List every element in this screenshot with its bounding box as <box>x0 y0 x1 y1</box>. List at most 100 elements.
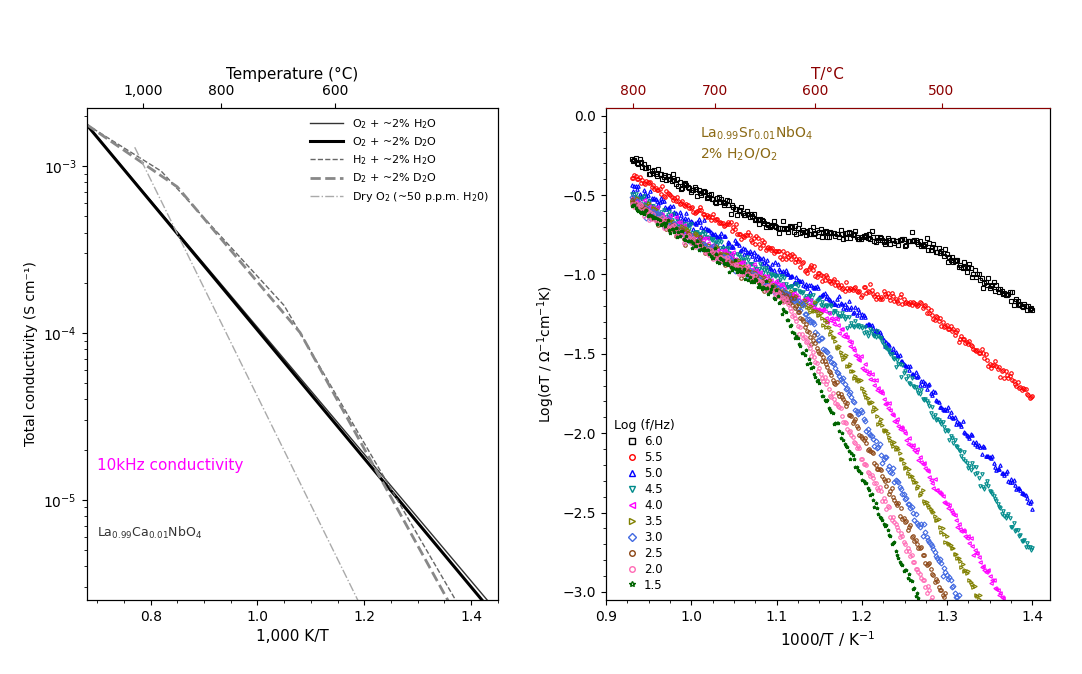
3.0 <box>739 267 752 275</box>
4.0 <box>958 526 971 534</box>
Text: La$_{0.99}$Ca$_{0.01}$NbO$_4$: La$_{0.99}$Ca$_{0.01}$NbO$_4$ <box>97 524 202 541</box>
6.0 <box>629 154 642 162</box>
5.5 <box>990 362 1003 370</box>
2.5 <box>802 328 815 336</box>
2.5 <box>937 592 950 601</box>
4.5 <box>626 193 639 201</box>
4.5 <box>872 332 885 340</box>
6.0 <box>1020 306 1033 314</box>
4.0 <box>625 194 638 202</box>
2.0 <box>688 243 701 251</box>
Line: 5.0: 5.0 <box>630 183 1034 510</box>
3.5 <box>924 505 937 513</box>
2.5 <box>890 501 903 509</box>
X-axis label: 1000/T / K$^{-1}$: 1000/T / K$^{-1}$ <box>780 629 875 649</box>
3.5 <box>755 274 768 282</box>
2.0 <box>629 200 642 208</box>
5.5 <box>625 175 638 183</box>
Line: 2.5: 2.5 <box>630 199 947 599</box>
2.5 <box>638 206 651 214</box>
3.0 <box>952 591 965 599</box>
1.5 <box>626 201 639 209</box>
Legend: O$_2$ + ~2% H$_2$O, O$_2$ + ~2% D$_2$O, H$_2$ + ~2% H$_2$O, D$_2$ + ~2% D$_2$O, : O$_2$ + ~2% H$_2$O, O$_2$ + ~2% D$_2$O, … <box>306 113 492 207</box>
5.5 <box>1026 392 1039 400</box>
3.5 <box>654 211 667 219</box>
Y-axis label: Log(σT / Ω$^{-1}$cm$^{-1}$K): Log(σT / Ω$^{-1}$cm$^{-1}$K) <box>536 285 557 423</box>
2.0 <box>868 479 881 487</box>
1.5 <box>740 271 753 279</box>
4.5 <box>863 324 876 332</box>
Line: 6.0: 6.0 <box>630 156 1034 311</box>
Text: La$_{0.99}$Sr$_{0.01}$NbO$_4$: La$_{0.99}$Sr$_{0.01}$NbO$_4$ <box>700 125 813 142</box>
5.5 <box>866 286 879 294</box>
1.5 <box>912 594 925 603</box>
6.0 <box>626 157 639 165</box>
6.0 <box>872 236 885 244</box>
5.0 <box>862 320 875 328</box>
6.0 <box>866 226 879 235</box>
3.0 <box>670 226 683 235</box>
X-axis label: Temperature (°C): Temperature (°C) <box>226 67 358 82</box>
2.5 <box>625 196 638 204</box>
3.5 <box>625 198 638 206</box>
5.0 <box>863 321 876 330</box>
2.0 <box>710 248 723 256</box>
4.0 <box>817 305 830 313</box>
5.5 <box>628 171 641 179</box>
6.0 <box>990 280 1003 288</box>
6.0 <box>863 235 876 243</box>
1.5 <box>708 244 721 252</box>
Line: 3.5: 3.5 <box>630 196 981 601</box>
2.0 <box>925 593 938 601</box>
3.5 <box>648 204 661 212</box>
6.0 <box>625 155 638 163</box>
1.5 <box>625 202 638 210</box>
3.0 <box>649 210 662 218</box>
Line: 2.0: 2.0 <box>630 202 934 602</box>
3.5 <box>747 271 760 279</box>
2.5 <box>744 272 757 280</box>
5.5 <box>1024 394 1037 402</box>
1.5 <box>643 211 656 219</box>
5.5 <box>863 280 876 288</box>
5.0 <box>1026 505 1039 513</box>
5.0 <box>963 433 976 441</box>
3.5 <box>973 594 986 603</box>
Line: 5.5: 5.5 <box>630 174 1034 400</box>
2.5 <box>874 466 887 474</box>
5.0 <box>989 462 1002 470</box>
4.5 <box>990 497 1003 506</box>
3.0 <box>724 256 737 264</box>
4.0 <box>950 516 963 524</box>
3.5 <box>807 307 820 315</box>
6.0 <box>964 264 977 272</box>
4.0 <box>997 594 1010 602</box>
4.5 <box>964 466 977 474</box>
2.0 <box>924 596 937 605</box>
3.5 <box>974 591 987 599</box>
Text: 2% H$_2$O/O$_2$: 2% H$_2$O/O$_2$ <box>700 147 777 163</box>
Line: 1.5: 1.5 <box>630 203 920 600</box>
2.0 <box>835 412 848 421</box>
5.0 <box>625 181 638 189</box>
1.5 <box>844 455 857 463</box>
5.5 <box>872 293 885 301</box>
1.5 <box>726 266 739 274</box>
Line: 3.0: 3.0 <box>630 195 961 599</box>
2.0 <box>866 471 879 479</box>
3.0 <box>788 297 801 305</box>
Line: 4.5: 4.5 <box>630 192 1034 551</box>
4.0 <box>828 320 841 328</box>
X-axis label: T/°C: T/°C <box>812 67 844 82</box>
2.5 <box>711 253 724 261</box>
X-axis label: 1,000 K/T: 1,000 K/T <box>255 629 329 644</box>
Y-axis label: Total conductivity (S cm⁻¹): Total conductivity (S cm⁻¹) <box>24 262 38 446</box>
4.0 <box>967 551 980 559</box>
3.0 <box>951 593 964 601</box>
Legend: 6.0, 5.5, 5.0, 4.5, 4.0, 3.5, 3.0, 2.5, 2.0, 1.5: 6.0, 5.5, 5.0, 4.5, 4.0, 3.5, 3.0, 2.5, … <box>611 417 677 594</box>
1.5 <box>661 216 674 224</box>
3.5 <box>631 194 644 202</box>
5.5 <box>626 175 639 183</box>
4.5 <box>866 327 879 335</box>
Text: 10kHz conductivity: 10kHz conductivity <box>97 458 243 472</box>
